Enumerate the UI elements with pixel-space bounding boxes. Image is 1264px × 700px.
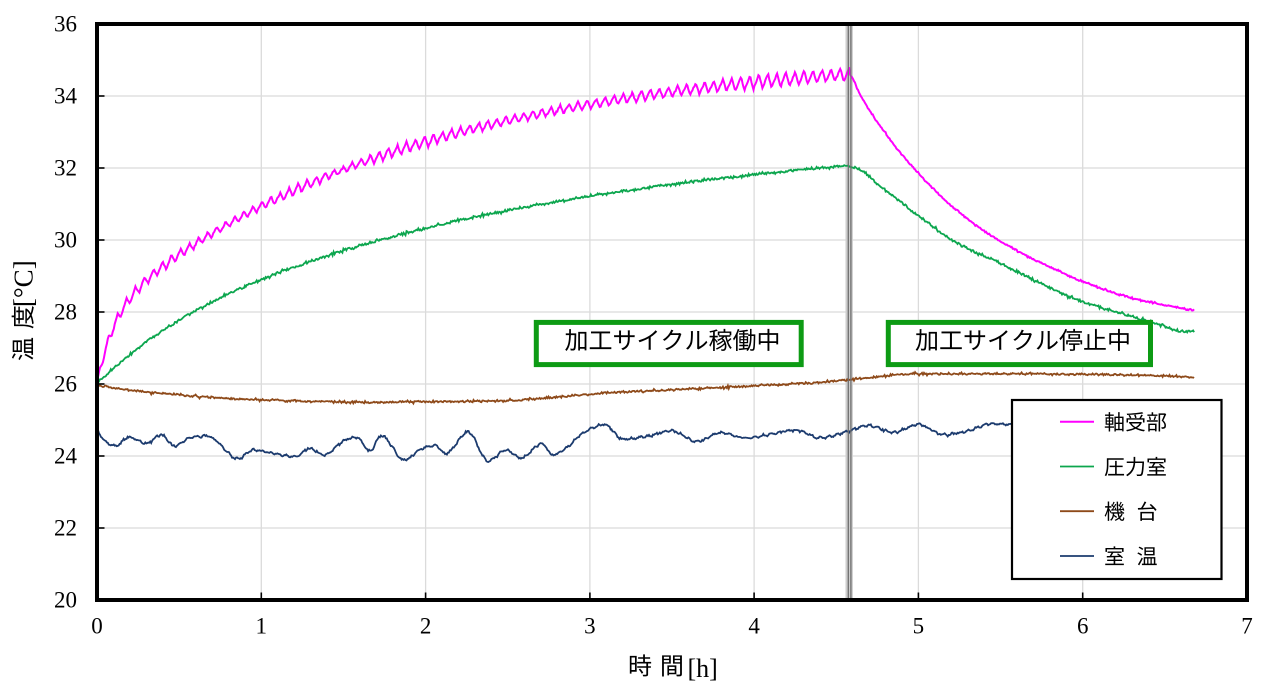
svg-text:32: 32 <box>54 156 77 181</box>
svg-text:4: 4 <box>748 614 760 639</box>
svg-text:0: 0 <box>91 614 103 639</box>
svg-text:2: 2 <box>420 614 432 639</box>
svg-text:22: 22 <box>54 516 77 541</box>
svg-text:5: 5 <box>913 614 925 639</box>
svg-text:20: 20 <box>54 588 77 613</box>
svg-text:26: 26 <box>54 372 77 397</box>
svg-text:30: 30 <box>54 228 77 253</box>
svg-text:7: 7 <box>1241 614 1253 639</box>
svg-text:3: 3 <box>584 614 596 639</box>
svg-text:6: 6 <box>1077 614 1089 639</box>
svg-text:24: 24 <box>54 444 78 469</box>
svg-text:1: 1 <box>256 614 268 639</box>
svg-text:34: 34 <box>54 84 78 109</box>
svg-text:28: 28 <box>54 300 77 325</box>
svg-text:36: 36 <box>54 12 77 37</box>
svg-text:[h]: [h] <box>688 654 718 683</box>
svg-text:[°C]: [°C] <box>9 260 39 307</box>
